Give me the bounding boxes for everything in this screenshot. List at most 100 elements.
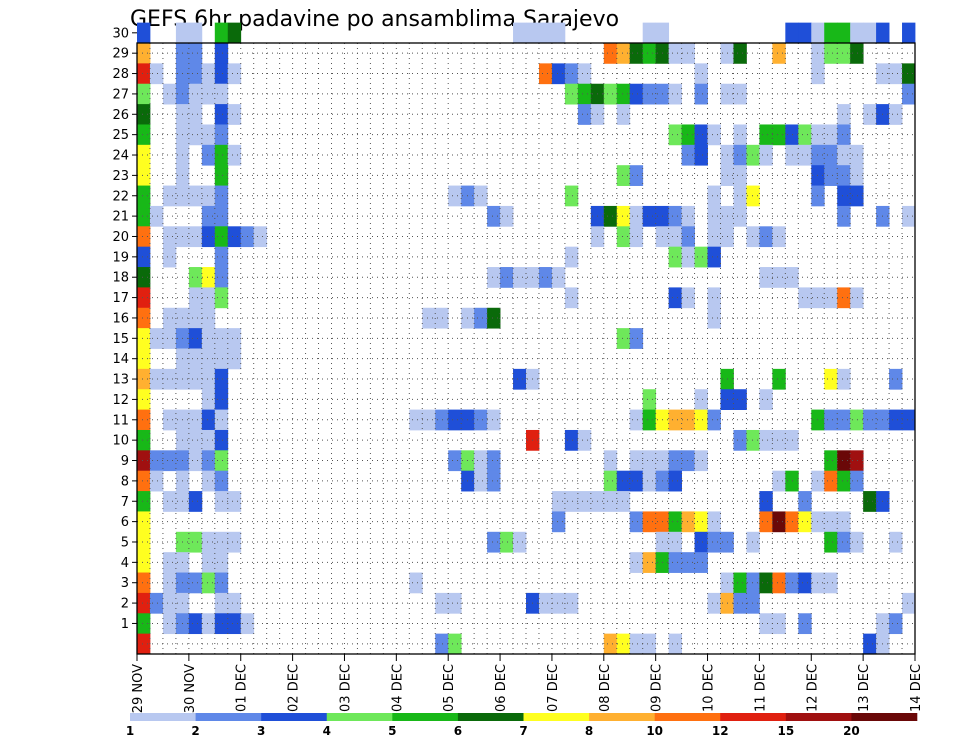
heatmap-cell bbox=[824, 368, 838, 390]
heatmap-cell bbox=[668, 226, 682, 248]
heatmap-cell bbox=[474, 409, 488, 431]
y-tick-label: 21 bbox=[112, 210, 129, 225]
colorbar-swatch bbox=[720, 713, 787, 721]
heatmap-cell bbox=[655, 22, 670, 44]
heatmap-cell bbox=[837, 511, 851, 533]
heatmap-cell bbox=[889, 368, 903, 390]
heatmap-cell bbox=[201, 328, 216, 349]
heatmap-cell bbox=[629, 511, 644, 533]
heatmap-cell bbox=[149, 450, 164, 472]
heatmap-cell bbox=[759, 429, 773, 451]
heatmap-cell bbox=[902, 63, 916, 85]
heatmap-cell bbox=[642, 389, 657, 410]
dotted-grid bbox=[137, 43, 915, 654]
heatmap-cell bbox=[214, 83, 229, 105]
heatmap-cell bbox=[837, 470, 851, 492]
heatmap-cell bbox=[707, 287, 721, 309]
heatmap-cell bbox=[785, 22, 799, 44]
heatmap-cell bbox=[188, 104, 203, 125]
colorbar-swatch bbox=[326, 713, 393, 721]
heatmap-cell bbox=[642, 83, 657, 105]
heatmap-cell bbox=[227, 104, 242, 125]
heatmap-cell bbox=[759, 613, 773, 635]
heatmap-cell bbox=[214, 63, 229, 85]
heatmap-cell bbox=[759, 491, 773, 512]
heatmap-cell bbox=[137, 470, 151, 492]
y-tick-label: 22 bbox=[112, 189, 129, 204]
heatmap-cell bbox=[188, 185, 203, 207]
heatmap-cell bbox=[188, 63, 203, 85]
heatmap-cell bbox=[863, 104, 877, 125]
heatmap-cell bbox=[902, 22, 916, 44]
heatmap-cell bbox=[603, 43, 618, 64]
heatmap-cell bbox=[837, 531, 851, 553]
x-tick-label: 11 DEC bbox=[753, 664, 768, 712]
x-tick-label: 01 DEC bbox=[235, 664, 250, 712]
heatmap-cell bbox=[137, 307, 151, 329]
heatmap-cell bbox=[837, 409, 851, 431]
heatmap-cell bbox=[162, 83, 177, 105]
heatmap-cell bbox=[772, 267, 786, 288]
heatmap-cell bbox=[564, 491, 579, 512]
heatmap-cell bbox=[889, 531, 903, 553]
y-tick-label: 20 bbox=[112, 230, 129, 245]
y-tick-label: 12 bbox=[112, 393, 129, 408]
heatmap-cell bbox=[137, 368, 151, 390]
heatmap-cell bbox=[694, 124, 708, 146]
heatmap-cell bbox=[902, 592, 916, 614]
heatmap-cell bbox=[201, 307, 216, 329]
y-tick-label: 25 bbox=[112, 128, 129, 143]
heatmap-cells bbox=[137, 22, 916, 655]
heatmap-cell bbox=[811, 22, 825, 44]
heatmap-cell bbox=[850, 165, 864, 186]
y-tick-label: 17 bbox=[112, 291, 129, 306]
y-tick-label: 9 bbox=[121, 454, 129, 469]
heatmap-cell bbox=[162, 552, 177, 573]
heatmap-cell bbox=[137, 22, 151, 44]
heatmap-cell bbox=[162, 246, 177, 268]
heatmap-cell bbox=[707, 511, 721, 533]
heatmap-cell bbox=[707, 531, 721, 553]
heatmap-cell bbox=[162, 368, 177, 390]
heatmap-cell bbox=[435, 592, 449, 614]
heatmap-cell bbox=[487, 409, 501, 431]
heatmap-cell bbox=[188, 267, 203, 288]
heatmap-cell bbox=[201, 205, 216, 227]
heatmap-cell bbox=[564, 246, 579, 268]
heatmap-cell bbox=[188, 226, 203, 248]
heatmap-cell bbox=[681, 409, 695, 431]
heatmap-cell bbox=[201, 226, 216, 248]
heatmap-cell bbox=[681, 552, 695, 573]
heatmap-cell bbox=[824, 511, 838, 533]
heatmap-cell bbox=[629, 83, 644, 105]
heatmap-cell bbox=[694, 389, 708, 410]
heatmap-cell bbox=[759, 511, 773, 533]
heatmap-cell bbox=[798, 22, 812, 44]
colorbar-swatch bbox=[261, 713, 328, 721]
heatmap-cell bbox=[772, 226, 786, 248]
heatmap-cell bbox=[902, 205, 916, 227]
heatmap-cell bbox=[837, 205, 851, 227]
colorbar-label: 8 bbox=[585, 724, 593, 738]
heatmap-cell bbox=[642, 552, 657, 573]
x-tick-label: 05 DEC bbox=[442, 664, 457, 712]
heatmap-cell bbox=[137, 287, 151, 309]
heatmap-cell bbox=[137, 429, 151, 451]
heatmap-cell bbox=[850, 22, 864, 44]
heatmap-cell bbox=[201, 552, 216, 573]
heatmap-cell bbox=[824, 43, 838, 64]
heatmap-cell bbox=[616, 470, 631, 492]
y-tick-label: 15 bbox=[112, 332, 129, 347]
heatmap-cell bbox=[694, 246, 708, 268]
colorbar-swatch bbox=[195, 713, 262, 721]
heatmap-cell bbox=[137, 144, 151, 166]
y-tick-label: 3 bbox=[121, 576, 129, 591]
heatmap-cell bbox=[642, 450, 657, 472]
heatmap-cell bbox=[474, 185, 488, 207]
heatmap-cell bbox=[694, 83, 708, 105]
heatmap-cell bbox=[551, 22, 566, 44]
heatmap-cell bbox=[837, 287, 851, 309]
heatmap-cell bbox=[772, 43, 786, 64]
heatmap-cell bbox=[837, 165, 851, 186]
heatmap-cell bbox=[188, 124, 203, 146]
